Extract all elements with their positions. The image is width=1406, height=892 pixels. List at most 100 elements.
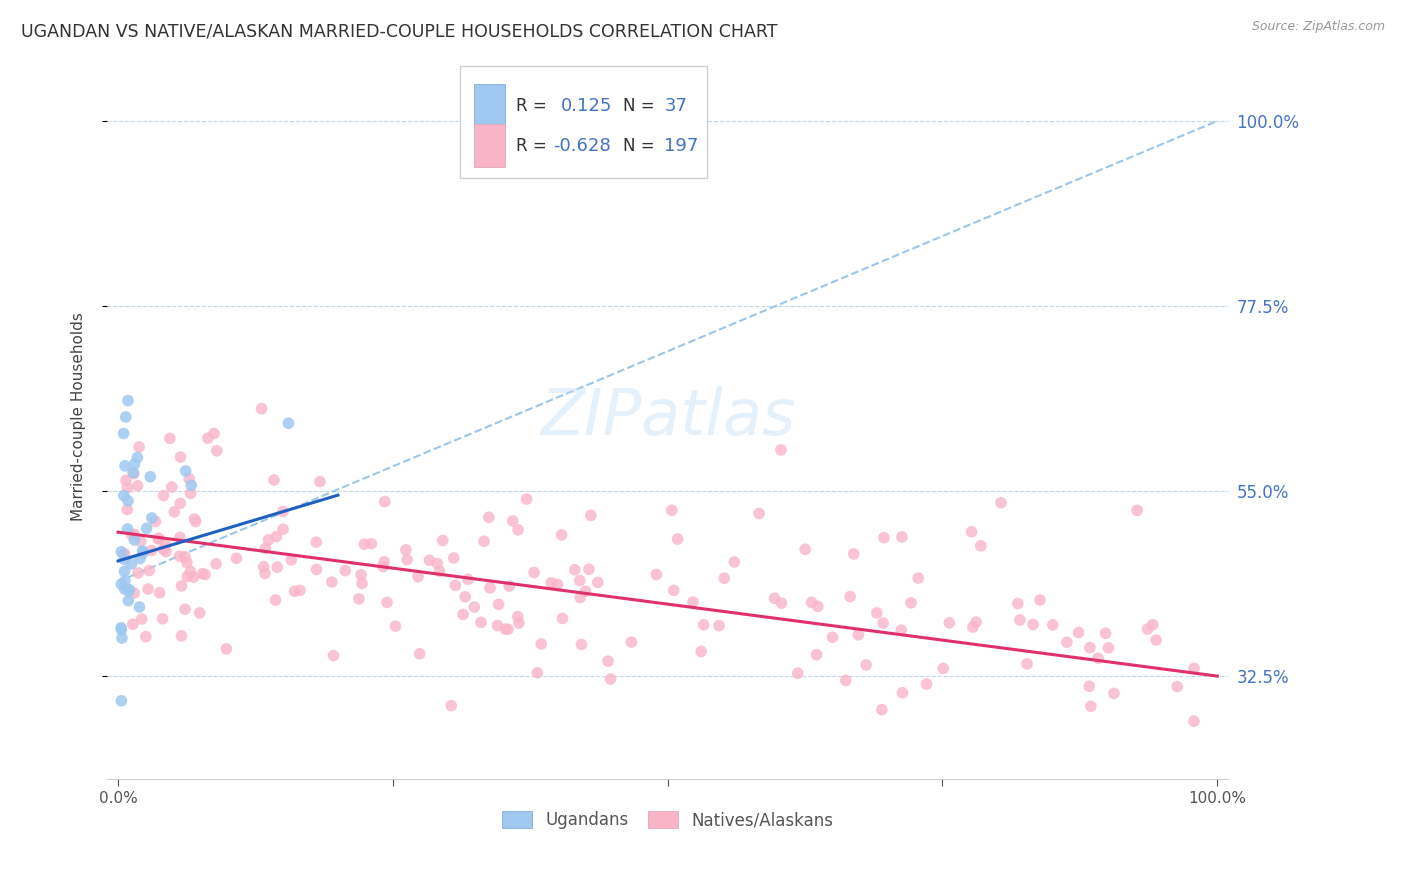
Point	[288, 583, 311, 598]
Point	[855, 657, 877, 672]
Point	[506, 523, 529, 537]
Point	[444, 578, 467, 592]
Point	[707, 618, 730, 632]
Y-axis label: Married-couple Households: Married-couple Households	[72, 312, 86, 522]
Point	[488, 598, 510, 612]
Point	[508, 616, 530, 631]
Point	[353, 537, 375, 551]
Point	[498, 579, 520, 593]
Point	[250, 401, 273, 416]
Text: Source: ZipAtlas.com: Source: ZipAtlas.com	[1251, 20, 1385, 33]
Point	[443, 550, 465, 565]
Point	[118, 582, 141, 597]
Point	[1166, 680, 1188, 694]
Point	[769, 442, 792, 457]
Point	[1015, 657, 1038, 671]
Point	[148, 532, 170, 546]
Point	[159, 431, 181, 445]
Text: R =: R =	[516, 136, 553, 154]
Point	[180, 486, 202, 500]
Point	[835, 673, 858, 688]
Point	[848, 628, 870, 642]
Point	[115, 474, 138, 488]
Point	[666, 532, 689, 546]
Point	[375, 595, 398, 609]
Point	[112, 552, 135, 566]
Point	[373, 555, 395, 569]
Point	[121, 527, 143, 541]
Point	[184, 515, 207, 529]
Point	[890, 530, 912, 544]
Point	[970, 539, 993, 553]
Point	[965, 615, 987, 629]
Text: R =: R =	[516, 97, 553, 115]
Point	[408, 647, 430, 661]
Point	[384, 619, 406, 633]
Point	[122, 527, 145, 541]
Point	[127, 478, 149, 492]
Point	[205, 557, 228, 571]
Point	[763, 591, 786, 606]
Point	[1007, 597, 1029, 611]
Point	[169, 530, 191, 544]
Point	[1094, 626, 1116, 640]
Point	[579, 508, 602, 523]
Point	[586, 575, 609, 590]
Point	[1008, 613, 1031, 627]
Point	[284, 584, 307, 599]
Point	[569, 591, 592, 605]
Point	[440, 698, 463, 713]
Point	[180, 478, 202, 492]
Point	[1029, 593, 1052, 607]
Text: ZIPatlas: ZIPatlas	[540, 386, 796, 448]
Point	[713, 571, 735, 585]
Point	[254, 541, 277, 556]
Point	[540, 575, 562, 590]
Point	[426, 557, 449, 571]
Point	[322, 648, 344, 663]
Point	[347, 591, 370, 606]
Point	[915, 677, 938, 691]
Point	[163, 505, 186, 519]
Point	[550, 528, 572, 542]
Text: 0.125: 0.125	[561, 97, 613, 115]
Point	[516, 492, 538, 507]
Point	[114, 410, 136, 425]
Point	[371, 559, 394, 574]
Text: UGANDAN VS NATIVE/ALASKAN MARRIED-COUPLE HOUSEHOLDS CORRELATION CHART: UGANDAN VS NATIVE/ALASKAN MARRIED-COUPLE…	[21, 22, 778, 40]
Point	[129, 551, 152, 566]
Point	[194, 567, 217, 582]
Point	[693, 617, 716, 632]
Legend: Ugandans, Natives/Alaskans: Ugandans, Natives/Alaskans	[495, 805, 841, 836]
Point	[120, 557, 142, 571]
Point	[110, 623, 132, 637]
Point	[110, 621, 132, 635]
Point	[1144, 633, 1167, 648]
Point	[794, 542, 817, 557]
Point	[110, 577, 132, 591]
Point	[526, 665, 548, 680]
Point	[457, 572, 479, 586]
Point	[131, 612, 153, 626]
Point	[197, 431, 219, 445]
Point	[506, 609, 529, 624]
Point	[962, 620, 984, 634]
Point	[121, 617, 143, 632]
Point	[479, 581, 502, 595]
Point	[253, 566, 276, 581]
Point	[152, 542, 174, 557]
Point	[662, 583, 685, 598]
Point	[129, 534, 152, 549]
Point	[350, 576, 373, 591]
Point	[122, 466, 145, 480]
Point	[723, 555, 745, 569]
Point	[114, 565, 136, 579]
Bar	[474, 84, 505, 128]
Text: -0.628: -0.628	[554, 136, 612, 154]
Point	[866, 606, 889, 620]
Point	[122, 467, 145, 481]
Point	[117, 493, 139, 508]
Point	[1067, 625, 1090, 640]
Point	[117, 584, 139, 599]
Point	[1022, 617, 1045, 632]
